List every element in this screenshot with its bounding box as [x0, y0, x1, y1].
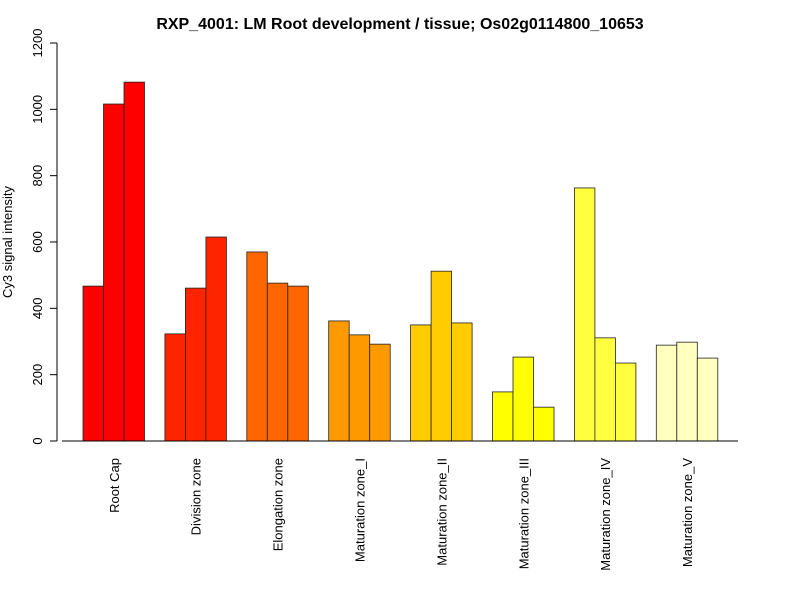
- bar: [369, 343, 391, 442]
- bar: [287, 285, 309, 442]
- bar: [205, 236, 227, 442]
- x-tick-label: Maturation zone_I: [352, 458, 367, 562]
- bar: [410, 324, 432, 442]
- y-tick-label: 1000: [30, 95, 45, 124]
- chart-title: RXP_4001: LM Root development / tissue; …: [156, 16, 643, 33]
- y-tick-label: 600: [30, 231, 45, 253]
- bars: [82, 81, 719, 442]
- bar: [430, 270, 453, 442]
- y-tick-label: 200: [30, 364, 45, 386]
- bar: [594, 337, 616, 442]
- y-axis: 0 200 400 600 800 1000 1200: [30, 29, 58, 445]
- x-tick-label: Maturation zone_IV: [598, 458, 613, 571]
- bar: [246, 251, 268, 442]
- x-axis: Root Cap Division zone Elongation zone Matu…: [62, 440, 738, 571]
- x-tick-label: Maturation zone_II: [434, 458, 449, 566]
- bar: [512, 356, 534, 442]
- x-tick-label: Elongation zone: [271, 458, 286, 551]
- bar: [123, 81, 145, 442]
- x-tick-label: Division zone: [189, 458, 204, 535]
- y-tick-label: 1200: [30, 29, 45, 58]
- bar: [533, 406, 555, 442]
- bar: [451, 322, 473, 442]
- bar: [348, 334, 371, 442]
- bar: [103, 103, 125, 442]
- y-tick-label: 800: [30, 165, 45, 187]
- bar: [82, 285, 104, 442]
- bar: [676, 341, 698, 442]
- bar: [328, 320, 350, 442]
- x-tick-label: Maturation zone_V: [680, 458, 695, 567]
- bar: [615, 362, 637, 442]
- bar: [266, 282, 289, 442]
- x-tick-label: Root Cap: [107, 458, 122, 513]
- bar: [696, 357, 719, 442]
- bar: [655, 344, 678, 442]
- x-tick-label: Maturation zone_III: [516, 458, 531, 569]
- bar: [574, 187, 596, 442]
- y-tick-label: 400: [30, 297, 45, 319]
- y-tick-label: 0: [30, 437, 45, 444]
- bar: [164, 333, 186, 442]
- y-axis-label: Cy3 signal intensity: [0, 186, 15, 298]
- bar: [492, 391, 514, 442]
- bar: [184, 287, 207, 442]
